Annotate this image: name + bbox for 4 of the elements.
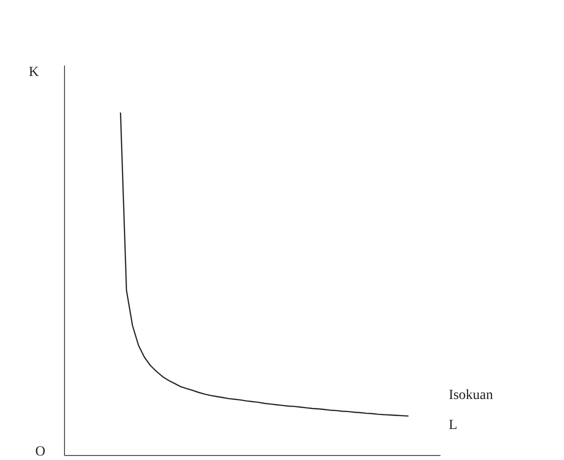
y-axis-title: K: [28, 64, 39, 80]
text: Isokuan: [448, 388, 494, 403]
x-axis-title: L: [448, 418, 458, 434]
text: O: [35, 444, 46, 460]
